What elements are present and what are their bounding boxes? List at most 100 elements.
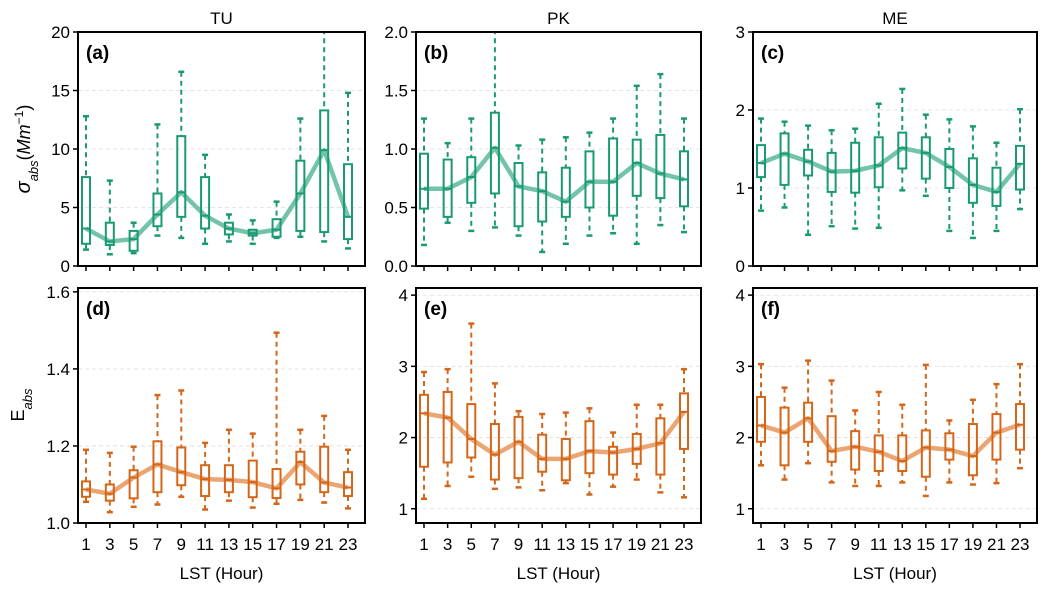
box-iqr xyxy=(81,176,91,245)
ytick-label: 2 xyxy=(736,429,745,448)
panel-d: 1.01.21.41.61 3 5 7 9 11 13 15 17 19 21 23(d)LST (H… xyxy=(46,283,366,583)
xtick-label: 11 xyxy=(196,535,214,554)
box-23 xyxy=(1015,107,1025,211)
xtick-label: 5 xyxy=(129,535,138,554)
median-trend-line xyxy=(85,459,349,496)
box-17 xyxy=(271,331,282,505)
xtick-label: 3 xyxy=(105,535,114,554)
box-iqr xyxy=(584,420,595,475)
box-23 xyxy=(343,91,353,250)
box-iqr xyxy=(897,131,908,170)
plot-area xyxy=(756,359,1025,498)
ytick-label: 4 xyxy=(399,286,408,305)
box-iqr xyxy=(897,434,908,473)
xtick-label: 17 xyxy=(604,535,623,554)
box-iqr xyxy=(655,417,666,476)
ylabel-unit-exp: −1 xyxy=(12,110,26,124)
box-15 xyxy=(920,113,931,198)
box-7 xyxy=(489,382,500,491)
box-7 xyxy=(826,129,837,228)
box-15 xyxy=(247,219,258,246)
box-9 xyxy=(850,409,861,488)
ytick-label: 2 xyxy=(399,429,408,448)
box-5 xyxy=(128,221,139,255)
ytick-label: 1.2 xyxy=(46,437,70,456)
box-23 xyxy=(1015,362,1025,470)
ytick-label: 1 xyxy=(736,179,745,198)
box-iqr xyxy=(608,445,619,476)
xlabel: LST (Hour) xyxy=(517,564,601,583)
panel-label: (c) xyxy=(761,43,784,64)
box-iqr xyxy=(176,135,187,218)
median-trend-line xyxy=(424,145,685,204)
xtick-label: 19 xyxy=(291,535,310,554)
box-11 xyxy=(200,441,211,511)
ytick-label: 1 xyxy=(399,500,408,519)
box-5 xyxy=(466,117,477,233)
ytick-label: 10 xyxy=(51,140,70,159)
box-iqr xyxy=(419,152,429,210)
ylabel-E-sub: abs xyxy=(20,388,35,409)
box-13 xyxy=(223,213,234,243)
box-5 xyxy=(803,359,814,465)
panel-label: (f) xyxy=(761,299,780,320)
panel-title: PK xyxy=(547,9,570,28)
box-iqr xyxy=(584,150,595,209)
box-iqr xyxy=(991,166,1002,207)
xtick-label: 3 xyxy=(443,535,452,554)
box-iqr xyxy=(679,392,689,450)
box-19 xyxy=(631,84,642,246)
box-iqr xyxy=(513,415,524,480)
box-9 xyxy=(850,127,861,230)
xtick-label: 9 xyxy=(850,535,859,554)
box-iqr xyxy=(920,136,931,180)
axes-frame xyxy=(77,287,366,524)
ytick-label: 0 xyxy=(736,257,745,276)
box-iqr xyxy=(850,430,861,471)
xtick-label: 19 xyxy=(963,535,982,554)
ytick-label: 3 xyxy=(736,357,745,376)
xtick-label: 3 xyxy=(780,535,789,554)
svg-text:σabs(Mm−1): σabs(Mm−1) xyxy=(12,105,41,194)
median-trend-line xyxy=(423,410,686,462)
median-trend-line xyxy=(84,147,351,244)
box-15 xyxy=(247,432,258,509)
box-iqr xyxy=(756,395,766,443)
box-3 xyxy=(779,120,790,209)
median-trend-line xyxy=(760,145,1022,195)
box-15 xyxy=(584,131,595,237)
box-11 xyxy=(200,153,211,246)
box-iqr xyxy=(608,137,619,217)
ytick-label: 1.0 xyxy=(46,514,70,533)
ytick-label: 0.0 xyxy=(384,257,408,276)
box-iqr xyxy=(779,406,790,467)
xlabel: LST (Hour) xyxy=(853,564,937,583)
plot-area xyxy=(419,322,689,501)
ytick-label: 2 xyxy=(736,101,745,120)
box-iqr xyxy=(247,459,258,499)
box-13 xyxy=(897,403,908,484)
box-7 xyxy=(489,32,500,229)
box-iqr xyxy=(873,136,884,189)
box-21 xyxy=(991,141,1002,233)
box-19 xyxy=(295,117,306,238)
box-9 xyxy=(176,70,187,240)
panel-a: 0 5 10 15 20 TU (a) xyxy=(51,9,366,276)
box-iqr xyxy=(223,464,234,494)
box-iqr xyxy=(489,111,500,195)
box-iqr xyxy=(104,221,115,246)
ytick-label: 20 xyxy=(51,23,70,42)
xtick-label: 5 xyxy=(467,535,476,554)
box-17 xyxy=(944,419,955,484)
panel-title: TU xyxy=(210,9,233,28)
xtick-label: 17 xyxy=(267,535,286,554)
box-iqr xyxy=(128,229,139,252)
ytick-label: 15 xyxy=(51,82,70,101)
median-trend-line xyxy=(760,416,1021,464)
plot-area xyxy=(756,87,1025,240)
box-iqr xyxy=(176,446,187,487)
box-iqr xyxy=(850,141,861,194)
box-19 xyxy=(295,428,306,502)
